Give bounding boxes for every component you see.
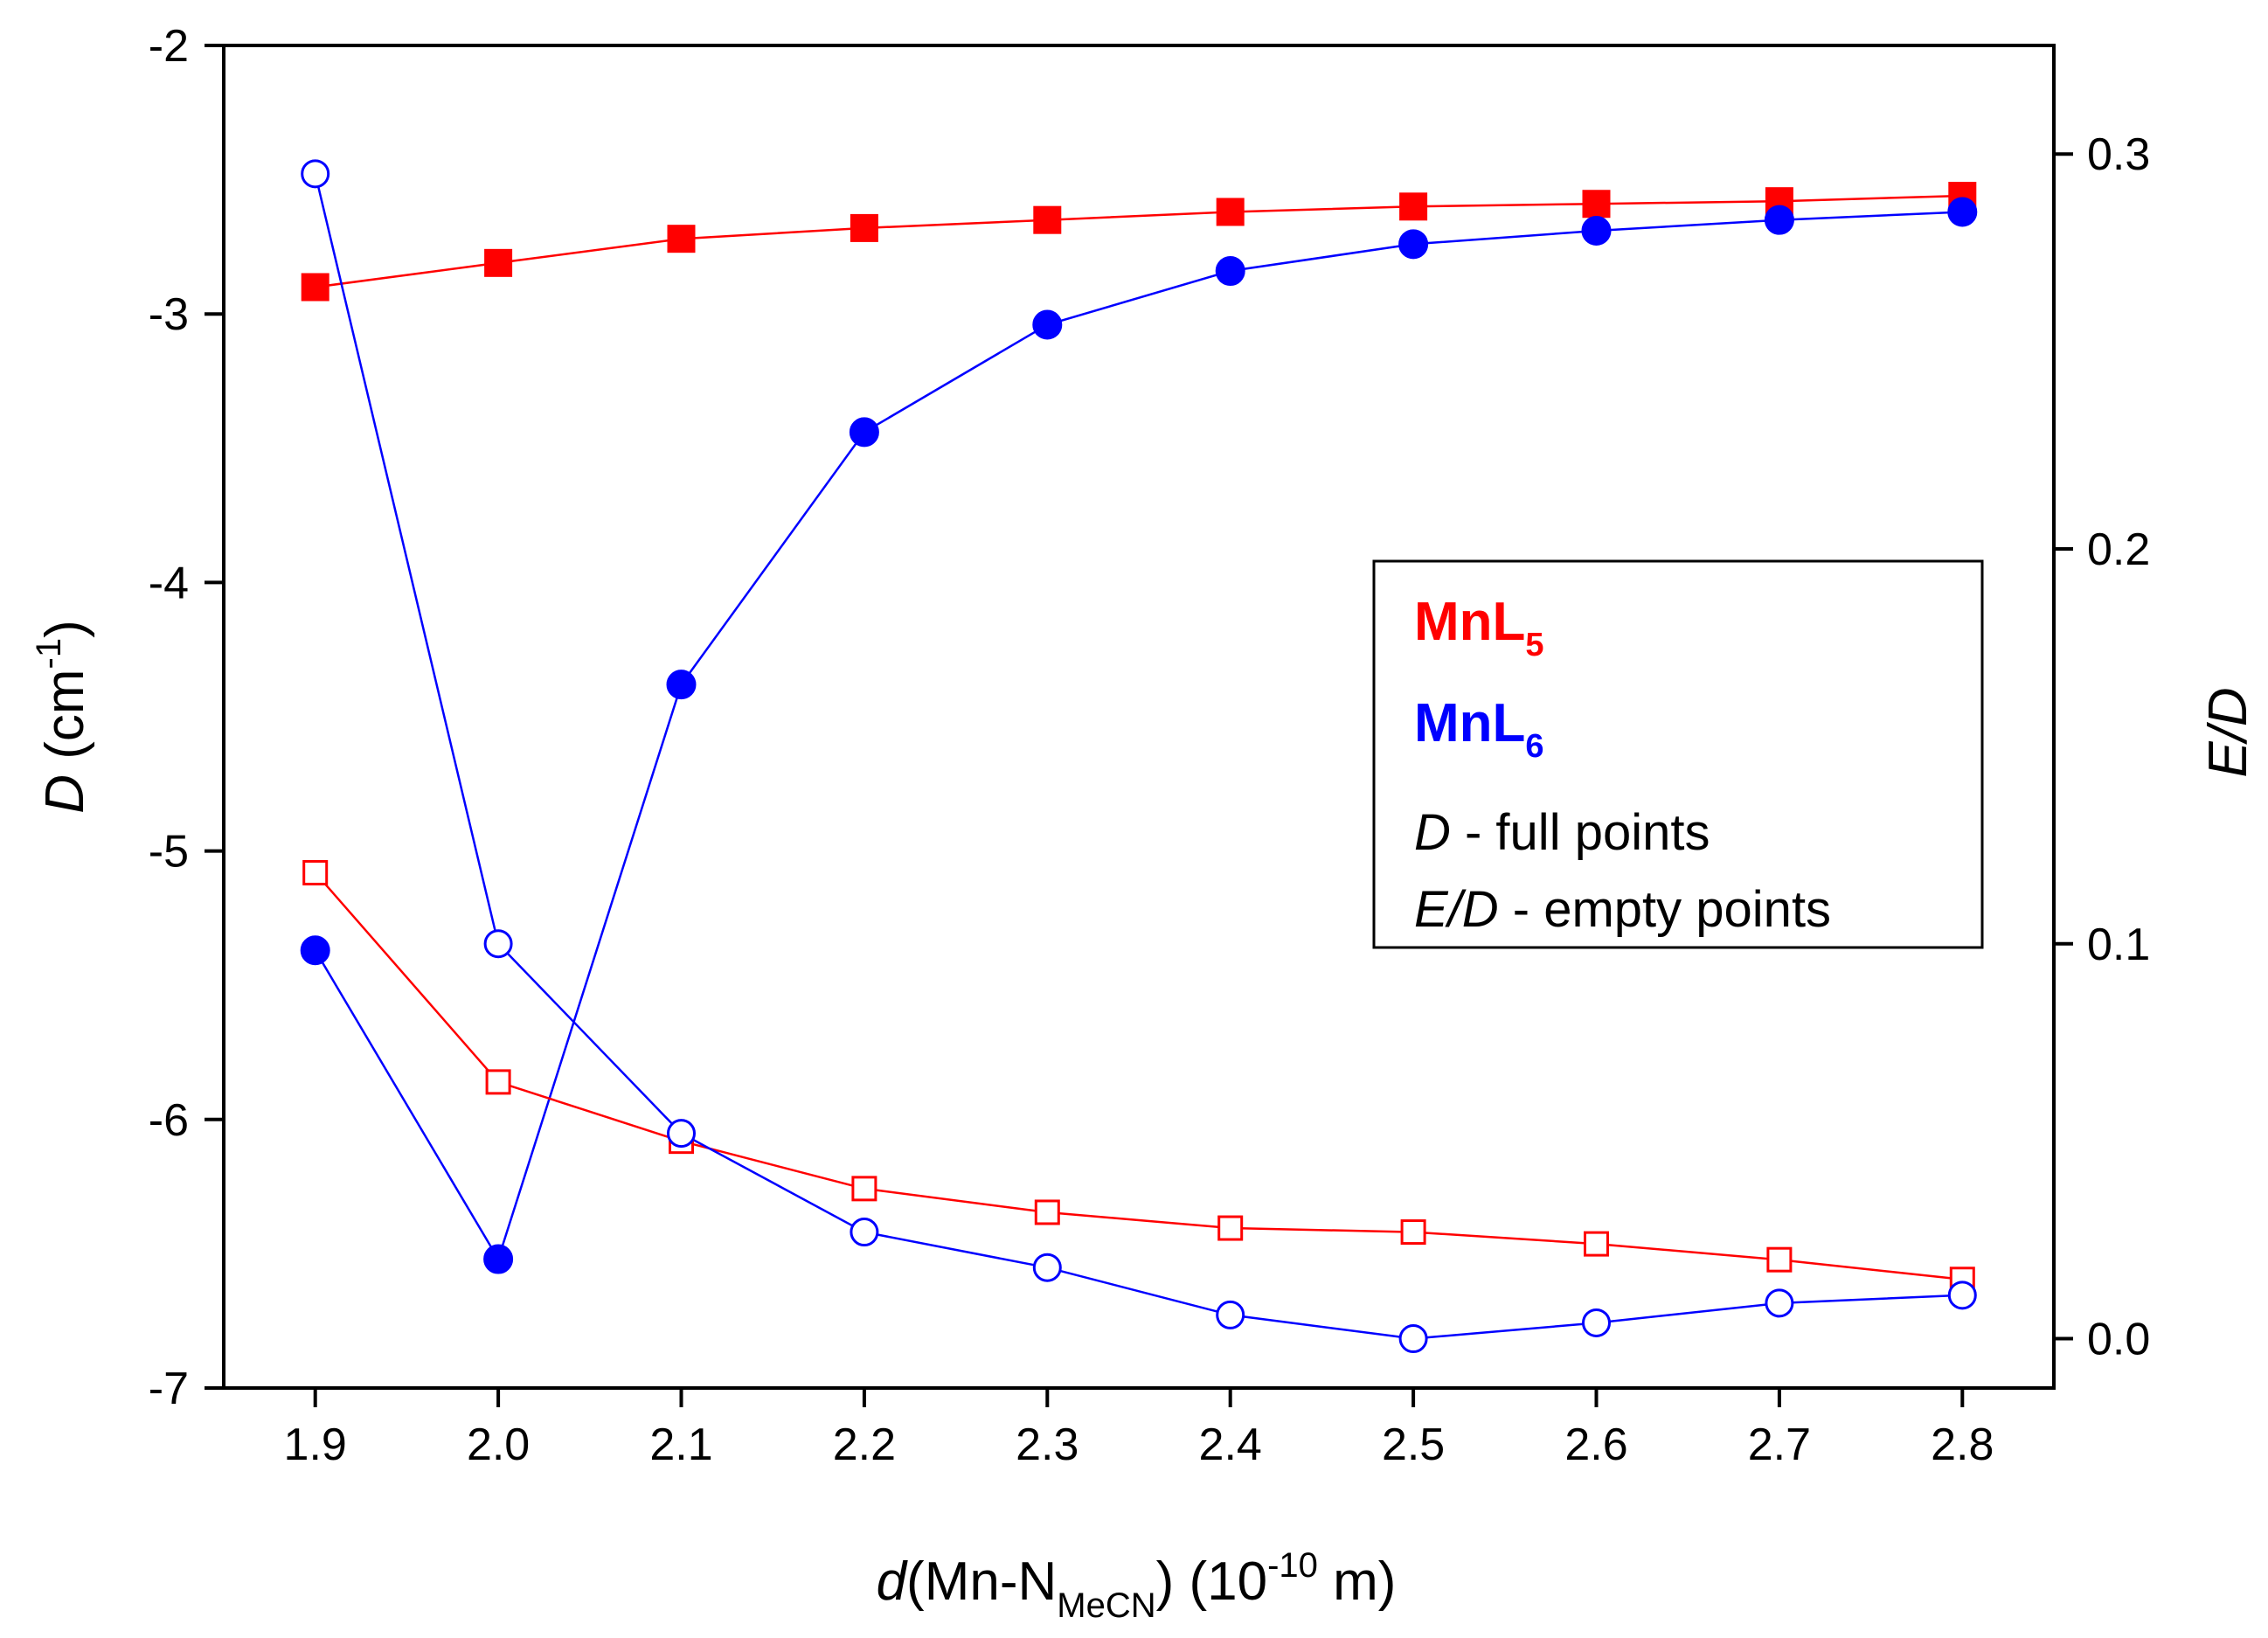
data-point-mnl6-e-d [1032,1253,1062,1282]
right-y-axis-label: E/D [2198,687,2258,777]
data-point-mnl5-d [1216,198,1245,226]
legend-mnl5: MnL5 [1414,592,1544,663]
data-point-mnl6-d [1581,215,1612,246]
x-axis-ticks: 1.9 2.0 2.1 2.2 2.3 2.4 2.5 2.6 2.7 2.8 [284,1388,1994,1470]
data-point-mnl5-e-d [1034,1199,1060,1225]
data-point-mnl6-d [1398,229,1429,260]
left-y-tick-label: -4 [149,558,189,608]
series-line-mnl6-e-d [314,173,1963,1340]
x-tick-label: 2.4 [1199,1419,1262,1470]
data-point-mnl5-e-d [302,859,329,885]
left-y-axis-label: D (cm-1) [30,620,95,814]
data-point-mnl5-e-d [1217,1215,1244,1241]
x-tick-label: 2.2 [833,1419,896,1470]
data-point-mnl6-e-d [1947,1281,1977,1310]
data-point-mnl6-e-d [1765,1288,1794,1318]
data-point-mnl6-d [1764,205,1794,235]
data-point-mnl5-d [667,225,696,253]
plot-lines [314,173,1963,1340]
data-point-mnl5-d [484,248,513,277]
x-tick-label: 2.8 [1931,1419,1994,1470]
x-axis-label: d(Mn-NMeCN) (10-10 m) [877,1546,1397,1625]
plot-markers [300,159,1978,1354]
legend: MnL5 MnL6 D - full points E/D - empty po… [1372,559,1984,949]
series-line-mnl5-e-d [314,871,1963,1281]
series-line-mnl6-d [314,211,1963,1262]
data-point-mnl5-e-d [1400,1219,1426,1246]
data-point-mnl6-d [483,1244,514,1274]
right-y-tick-label: 0.3 [2087,129,2150,180]
legend-mnl6: MnL6 [1414,693,1544,765]
left-y-axis-ticks: -7 -6 -5 -4 -3 -2 [149,21,224,1414]
x-tick-label: 2.5 [1382,1419,1445,1470]
data-point-mnl6-d [1215,256,1245,287]
data-point-mnl6-d [300,935,330,966]
data-point-mnl6-d [849,417,879,448]
right-y-axis-ticks: 0.0 0.1 0.2 0.3 [2054,129,2150,1365]
left-y-tick-label: -7 [149,1364,189,1414]
data-point-mnl5-e-d [851,1176,877,1202]
legend-full-points: D - full points [1414,804,1710,861]
data-point-mnl5-d [1582,190,1611,219]
x-tick-label: 2.3 [1016,1419,1079,1470]
data-point-mnl6-d [1947,197,1978,227]
data-point-mnl6-e-d [1582,1308,1611,1337]
data-point-mnl5-e-d [485,1069,511,1095]
legend-empty-points: E/D - empty points [1414,881,1831,938]
left-y-tick-label: -3 [149,289,189,340]
left-y-tick-label: -6 [149,1095,189,1146]
data-point-mnl6-e-d [667,1119,696,1149]
data-point-mnl5-e-d [1584,1231,1609,1257]
data-point-mnl6-e-d [850,1218,879,1247]
x-tick-label: 2.7 [1748,1419,1811,1470]
left-y-tick-label: -2 [149,21,189,72]
data-point-mnl6-d [666,670,697,700]
series-line-mnl5-d [315,194,1963,288]
right-y-tick-label: 0.1 [2087,920,2150,970]
data-point-mnl6-e-d [1216,1300,1245,1329]
legend-box [1372,559,1984,949]
data-point-mnl5-d [301,273,329,302]
data-point-mnl6-e-d [483,929,513,959]
x-tick-label: 1.9 [284,1419,347,1470]
data-point-mnl5-e-d [1766,1246,1793,1273]
plot-frame [222,44,2056,1390]
data-point-mnl5-d [1399,192,1428,221]
right-y-tick-label: 0.0 [2087,1315,2150,1365]
data-point-mnl5-d [850,213,878,242]
x-tick-label: 2.6 [1564,1419,1627,1470]
data-point-mnl6-e-d [301,159,330,189]
x-tick-label: 2.1 [649,1419,712,1470]
data-point-mnl6-e-d [1398,1324,1428,1354]
left-y-tick-label: -5 [149,827,189,878]
x-tick-label: 2.0 [467,1419,530,1470]
data-point-mnl5-d [1033,205,1062,234]
data-point-mnl6-d [1032,309,1063,340]
right-y-tick-label: 0.2 [2087,524,2150,575]
